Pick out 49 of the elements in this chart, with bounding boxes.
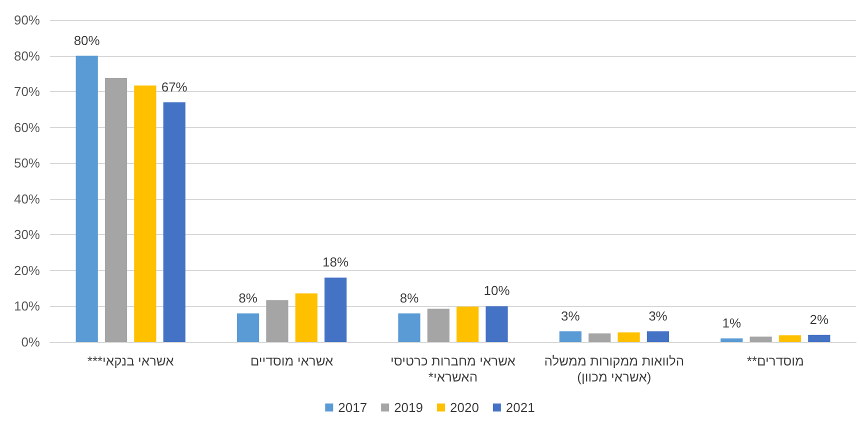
- bar: [778, 335, 802, 342]
- bar: [486, 306, 508, 342]
- legend-label: 2019: [394, 400, 423, 415]
- bar: [295, 293, 318, 342]
- bar: [427, 308, 450, 342]
- y-tick-label: 10%: [14, 298, 40, 314]
- bar: [76, 56, 98, 342]
- bar: [134, 85, 156, 342]
- bar: [720, 338, 743, 342]
- data-label: 18%: [322, 254, 349, 270]
- bar: [398, 313, 420, 342]
- x-tick-label: אשראי מוסדיים: [250, 354, 334, 368]
- data-label: 8%: [400, 290, 420, 306]
- bar: [324, 278, 347, 342]
- data-label: 10%: [484, 283, 510, 298]
- bar: [163, 102, 186, 342]
- data-label: 1%: [722, 315, 742, 330]
- y-tick-label: 50%: [14, 156, 40, 171]
- data-label: 67%: [161, 79, 188, 94]
- bar: [808, 334, 830, 342]
- data-label: 3%: [648, 308, 668, 324]
- x-tick-label: מוסדרים**: [746, 354, 804, 368]
- data-label: 8%: [238, 290, 258, 306]
- data-label: 3%: [561, 308, 580, 324]
- legend-label: 2017: [338, 400, 368, 415]
- y-tick-label: 20%: [14, 262, 40, 278]
- bar: [236, 313, 260, 342]
- bar: [266, 300, 288, 342]
- y-tick-label: 60%: [14, 120, 40, 135]
- bar: [646, 331, 670, 342]
- bar: [618, 332, 640, 342]
- legend-label: 2020: [450, 400, 479, 415]
- bar: [588, 333, 611, 342]
- bar: [559, 331, 582, 342]
- y-tick-label: 80%: [14, 48, 40, 64]
- x-tick-label: אשראי מחברות כרטיסי האשראי*: [390, 354, 516, 384]
- y-tick-label: 40%: [14, 191, 40, 206]
- data-label: 80%: [74, 32, 100, 48]
- y-tick-label: 30%: [14, 227, 40, 242]
- bar: [750, 336, 772, 342]
- legend-label: 2021: [506, 400, 535, 415]
- y-tick-label: 0%: [21, 334, 40, 350]
- x-tick-label: הלוואות ממקורות ממשלה (אשראי מכוון): [544, 354, 684, 384]
- bar: [104, 78, 128, 342]
- data-label: 2%: [810, 312, 829, 327]
- y-tick-label: 70%: [14, 84, 40, 100]
- bar: [456, 306, 479, 342]
- x-tick-label: אשראי בנקאי***: [87, 354, 174, 368]
- y-tick-label: 90%: [14, 12, 40, 28]
